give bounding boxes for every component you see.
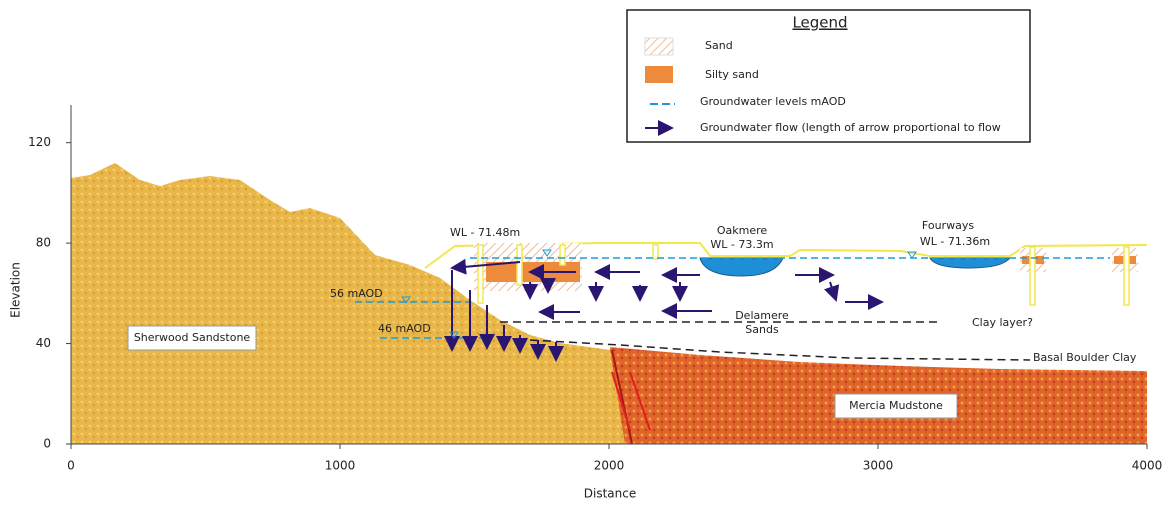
annotation: Fourways [922, 219, 974, 232]
y-axis-label: Elevation [9, 262, 23, 318]
label-box [834, 393, 958, 419]
y-tick-label: 120 [28, 135, 51, 149]
annotation: WL - 71.36m [920, 235, 990, 248]
clay-lines [500, 321, 1031, 361]
legend-item: Groundwater flow (length of arrow propor… [700, 121, 1001, 134]
annotation: 46 mAOD [378, 322, 431, 335]
annotation: WL - 73.3m [710, 238, 773, 251]
annotation: Basal Boulder Clay [1033, 351, 1137, 364]
annotation: Sands [745, 323, 779, 336]
oakmere-lake [699, 257, 784, 277]
legend-swatch [644, 37, 674, 56]
annotation: Oakmere [717, 224, 768, 237]
annotation: Delamere [735, 309, 789, 322]
water-markers [401, 249, 917, 339]
x-tick-label: 3000 [863, 459, 894, 473]
x-tick-label: 4000 [1132, 459, 1163, 473]
legend [626, 9, 1031, 143]
flow-arrows [444, 258, 884, 362]
y-tick-label: 40 [36, 336, 51, 350]
label-box [127, 325, 257, 351]
unit-label: Sherwood Sandstone [134, 331, 251, 344]
y-tick-label: 0 [43, 437, 51, 451]
legend-item: Groundwater levels mAOD [700, 95, 846, 108]
legend-item: Silty sand [705, 68, 759, 81]
fault-arrow [629, 371, 651, 431]
legend-title: Legend [792, 14, 847, 32]
fault-arrow [611, 371, 631, 431]
x-axis-label: Distance [584, 487, 636, 501]
y-tick-label: 80 [36, 236, 51, 250]
annotation: 56 mAOD [330, 287, 383, 300]
boreholes [477, 244, 1130, 306]
annotation: Clay layer? [972, 316, 1033, 329]
sherwood-sandstone [71, 163, 625, 444]
annotation: WL - 71.48m [450, 226, 520, 239]
legend-item: Sand [705, 39, 733, 52]
x-tick-label: 1000 [325, 459, 356, 473]
fourways-lake [929, 257, 1012, 269]
unit-label: Mercia Mudstone [849, 399, 943, 412]
x-tick-label: 2000 [594, 459, 625, 473]
x-tick-label: 0 [67, 459, 75, 473]
legend-swatch [645, 66, 673, 83]
